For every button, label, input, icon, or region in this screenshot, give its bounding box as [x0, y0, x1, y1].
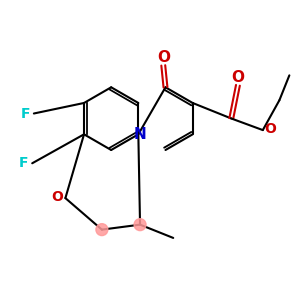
Text: O: O: [264, 122, 276, 136]
Circle shape: [134, 219, 146, 231]
Text: O: O: [231, 70, 244, 85]
Text: O: O: [51, 190, 63, 204]
Text: F: F: [19, 156, 28, 170]
Text: N: N: [134, 127, 146, 142]
Circle shape: [96, 224, 108, 236]
Text: F: F: [21, 106, 30, 121]
Text: O: O: [157, 50, 170, 65]
